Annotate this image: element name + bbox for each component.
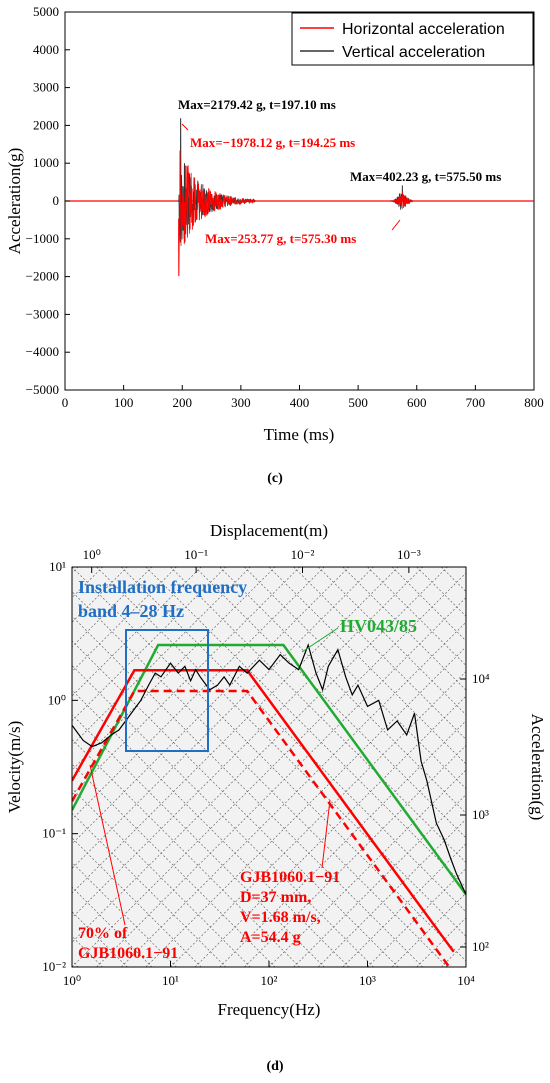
top-tick-label-d: 10⁰ [83, 547, 101, 562]
x-axis-label-d: Frequency(Hz) [218, 1000, 321, 1019]
annotation-hv043: HV043/85 [340, 616, 417, 636]
x-tick-label-c: 800 [524, 395, 544, 410]
x-tick-label-d: 10¹ [162, 973, 179, 988]
legend-label-vertical: Vertical acceleration [342, 44, 485, 61]
x-tick-label-d: 10² [261, 973, 278, 988]
y-tick-label-c: 5000 [33, 4, 59, 19]
acceleration-time-chart: 0 100 200 300 400 500 600 700 800 5000 4000 3000 200… [5, 4, 544, 486]
y-tick-label-c: 4000 [33, 42, 59, 57]
x-tick-label-d: 10³ [359, 973, 376, 988]
annotation-gjb-a: A=54.4 g [240, 929, 301, 946]
series-line-gjb1060-70pct [72, 689, 451, 967]
annotation-gjb-leader [321, 799, 331, 869]
annotation-gjb-d: D=37 mm, [240, 889, 311, 906]
annotation-70pct-line-1: 70% of [78, 925, 128, 942]
right-tick-label-d: 10² [472, 939, 489, 954]
y-tick-label-c: 2000 [33, 117, 59, 132]
top-tick-label-d: 10⁻¹ [184, 547, 208, 562]
y-axis-label-d: Velocity(m/s) [5, 721, 24, 814]
top-tick-label-d: 10⁻² [291, 547, 315, 562]
panel-label-c: (c) [267, 471, 283, 486]
y-tick-label-c: 0 [53, 193, 60, 208]
y-tick-label-c: −5000 [26, 382, 59, 397]
y-axis-label-c: Acceleration(g) [5, 148, 24, 255]
x-axis-label-c: Time (ms) [264, 425, 335, 444]
y-tick-label-c: −4000 [26, 344, 59, 359]
annotation-arrow-2 [391, 219, 401, 231]
annotation-vertical-max-1: Max=2179.42 g, t=197.10 ms [178, 97, 336, 112]
annotation-hv043-leader [301, 627, 339, 653]
series-line-horizontal-burst-2 [389, 191, 415, 208]
annotation-arrow-1 [181, 123, 189, 131]
x-tick-label-d: 10⁴ [457, 973, 475, 988]
annotation-installation-line-1: Installation frequency [78, 577, 247, 597]
x-tick-label-d: 10⁰ [63, 973, 81, 988]
x-tick-label-c: 200 [173, 395, 193, 410]
x-tick-label-c: 100 [114, 395, 134, 410]
annotation-gjb-name: GJB1060.1−91 [240, 869, 340, 886]
y-tick-label-c: −3000 [26, 306, 59, 321]
panel-label-d: (d) [266, 1059, 283, 1074]
annotation-installation-line-2: band 4–28 Hz [78, 601, 184, 621]
y-tick-label-d: 10¹ [49, 559, 66, 574]
legend-c: Horizontal acceleration Vertical acceler… [291, 12, 534, 66]
y-tick-label-d: 10⁻¹ [42, 826, 66, 841]
y-tick-label-d: 10⁻² [42, 959, 66, 974]
right-axis-label-d: Acceleration(g) [528, 714, 547, 821]
annotation-horizontal-max-1: Max=−1978.12 g, t=194.25 ms [190, 135, 355, 150]
right-tick-label-d: 10³ [472, 807, 489, 822]
annotation-horizontal-max-2: Max=253.77 g, t=575.30 ms [205, 231, 356, 246]
y-tick-label-c: 3000 [33, 80, 59, 95]
annotation-70pct-line-2: GJB1060.1−91 [78, 945, 178, 962]
series-line-horizontal-burst-1 [178, 150, 255, 277]
installation-band-box [125, 629, 209, 752]
top-axis-label-d: Displacement(m) [210, 521, 328, 540]
x-tick-label-c: 0 [62, 395, 69, 410]
x-tick-label-c: 500 [348, 395, 368, 410]
y-tick-label-c: −1000 [26, 231, 59, 246]
x-tick-label-c: 400 [290, 395, 310, 410]
x-tick-label-c: 300 [231, 395, 251, 410]
y-tick-label-c: −2000 [26, 269, 59, 284]
annotation-70pct-leader [89, 764, 126, 926]
y-tick-label-d: 10⁰ [48, 692, 66, 707]
annotation-vertical-max-2: Max=402.23 g, t=575.50 ms [350, 169, 501, 184]
right-tick-label-d: 10⁴ [472, 671, 490, 686]
legend-label-horizontal: Horizontal acceleration [342, 21, 505, 38]
x-tick-label-c: 700 [466, 395, 486, 410]
y-tick-label-c: 1000 [33, 155, 59, 170]
series-line-measured [72, 643, 466, 895]
annotation-gjb-v: V=1.68 m/s, [240, 909, 321, 926]
x-tick-label-c: 600 [407, 395, 427, 410]
top-tick-label-d: 10⁻³ [397, 547, 421, 562]
series-line-gjb1060 [72, 669, 455, 953]
